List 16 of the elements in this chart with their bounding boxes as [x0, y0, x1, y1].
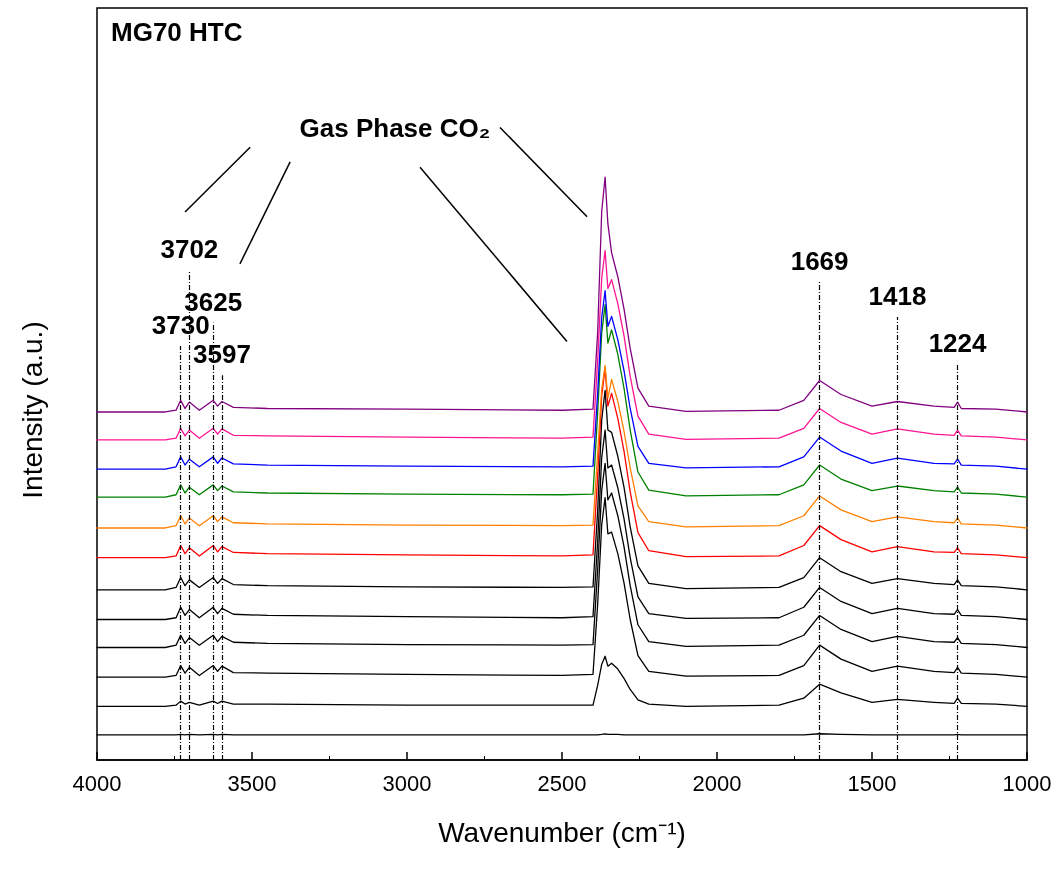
x-tick-label: 4000 [72, 770, 122, 796]
x-tick-label: 2000 [692, 770, 742, 796]
chart-title: MG70 HTC [111, 17, 243, 47]
x-tick-label: 3500 [227, 770, 277, 796]
x-tick-label: 3000 [382, 770, 432, 796]
x-tick-label: 1000 [1002, 770, 1052, 796]
text: Gas Phase CO₂ [299, 112, 491, 143]
x-tick-label: 2500 [537, 770, 587, 796]
ref-line-label: 3597 [193, 339, 251, 370]
x-axis-title: Wavenumber (cm⁻¹) [438, 816, 686, 848]
ref-line-label: 1224 [928, 327, 988, 358]
x-tick-label: 1500 [847, 770, 897, 796]
y-axis-title: Intensity (a.u.) [16, 321, 48, 499]
ref-line-label: 1418 [868, 280, 927, 311]
ref-line-label: 3702 [160, 234, 219, 265]
ref-line-label: 1669 [790, 245, 849, 276]
